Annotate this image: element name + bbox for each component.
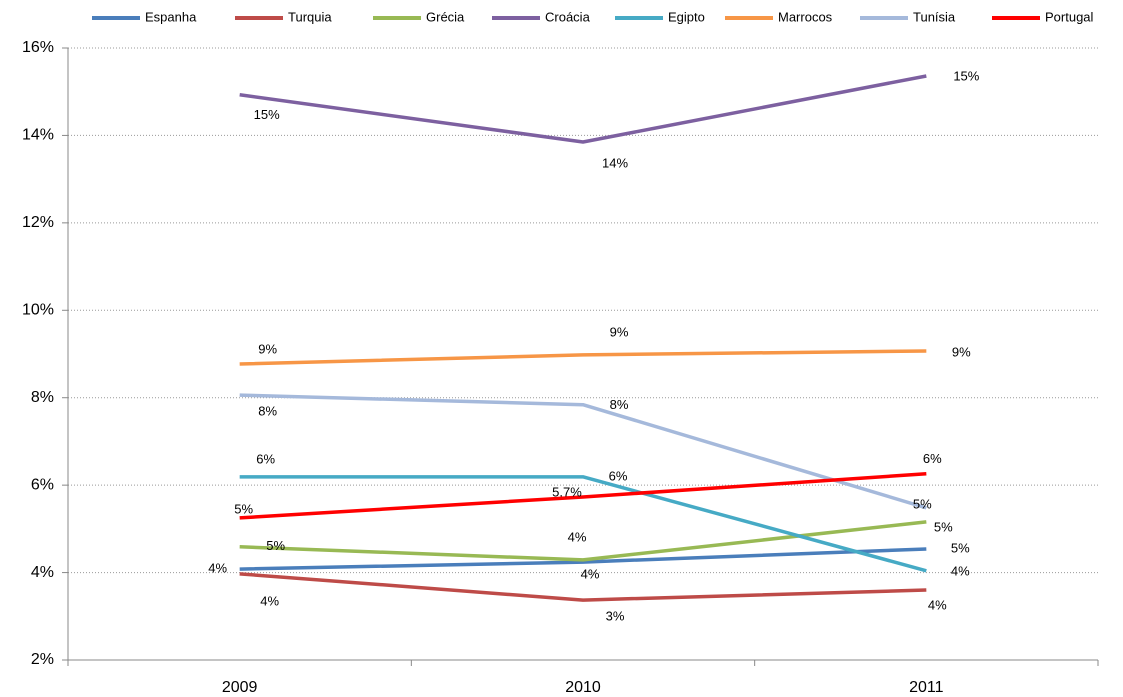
x-tick-label: 2010	[565, 679, 601, 696]
x-tick-label: 2011	[909, 679, 944, 696]
data-label: 6%	[923, 451, 942, 466]
data-label: 5%	[913, 496, 932, 511]
data-label: 8%	[610, 397, 629, 412]
x-tick-label: 2009	[222, 679, 258, 696]
legend-label: Marrocos	[778, 9, 833, 24]
legend-label: Tunísia	[913, 9, 956, 24]
data-label: 5%	[234, 501, 253, 516]
series-line	[239, 393, 927, 510]
data-label: 4%	[928, 597, 947, 612]
legend-label: Egipto	[668, 9, 705, 24]
legend-label: Croácia	[545, 9, 591, 24]
y-tick-label: 2%	[31, 651, 54, 668]
y-tick-label: 8%	[31, 389, 54, 406]
data-label: 5%	[266, 538, 285, 553]
series-line	[239, 349, 927, 366]
y-tick-label: 4%	[31, 564, 54, 581]
y-tick-label: 10%	[22, 302, 54, 319]
legend-label: Espanha	[145, 9, 197, 24]
legend-label: Portugal	[1045, 9, 1094, 24]
series-line	[239, 74, 927, 144]
series-line	[239, 520, 927, 562]
data-label: 6%	[256, 451, 275, 466]
data-label: 3%	[606, 609, 625, 624]
data-label: 14%	[602, 155, 628, 170]
series-line	[239, 475, 927, 573]
data-label: 9%	[610, 324, 629, 339]
y-tick-label: 6%	[31, 476, 54, 493]
data-label: 15%	[953, 68, 979, 83]
series-line	[239, 547, 927, 571]
legend-label: Grécia	[426, 9, 465, 24]
y-tick-label: 12%	[22, 214, 54, 231]
data-label: 5%	[951, 540, 970, 555]
data-label: 4%	[581, 567, 600, 582]
data-label: 15%	[254, 107, 280, 122]
data-label: 9%	[952, 344, 971, 359]
data-label: 5.7%	[552, 484, 582, 499]
data-label: 4%	[208, 561, 227, 576]
data-label: 4%	[951, 563, 970, 578]
data-label: 6%	[609, 468, 628, 483]
y-tick-label: 16%	[22, 39, 54, 56]
y-tick-label: 14%	[22, 127, 54, 144]
data-label: 4%	[568, 529, 587, 544]
data-label: 9%	[258, 341, 277, 356]
data-label: 8%	[258, 404, 277, 419]
series-line	[239, 472, 927, 520]
legend-label: Turquia	[288, 9, 332, 24]
data-label: 4%	[260, 593, 279, 608]
series-line	[239, 572, 927, 602]
data-label: 5%	[934, 519, 953, 534]
